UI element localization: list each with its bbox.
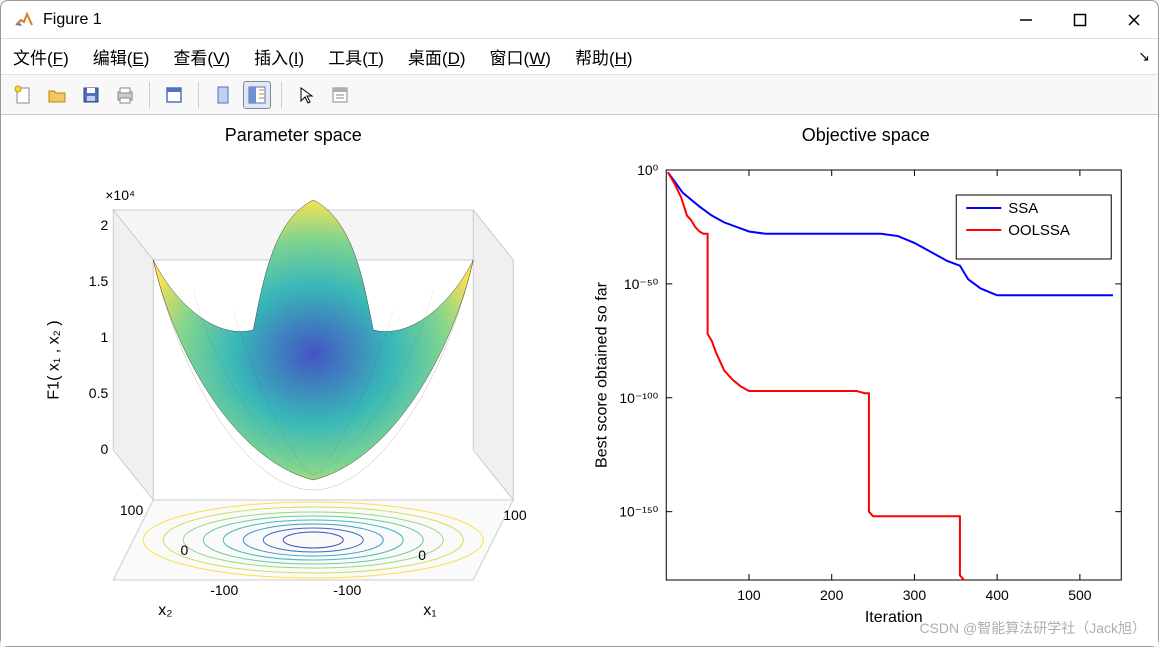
layout-button[interactable]: [243, 81, 271, 109]
matlab-icon: [13, 9, 35, 31]
menu-desktop[interactable]: 桌面(D): [404, 42, 470, 71]
svg-text:-100: -100: [333, 582, 361, 598]
minimize-button[interactable]: [1014, 8, 1038, 32]
svg-text:10⁻¹⁰⁰: 10⁻¹⁰⁰: [619, 390, 658, 406]
svg-text:100: 100: [503, 507, 527, 523]
svg-text:x₂: x₂: [158, 602, 172, 619]
menu-tools[interactable]: 工具(T): [324, 42, 388, 71]
right-panel: Objective space 10⁻¹⁵⁰ 10⁻¹⁰⁰ 10⁻⁵⁰ 10⁰ 100 2…: [584, 125, 1149, 636]
svg-text:0: 0: [180, 542, 188, 558]
svg-text:300: 300: [902, 587, 926, 603]
menubar: 文件(F) 编辑(E) 查看(V) 插入(I) 工具(T) 桌面(D) 窗口(W…: [1, 39, 1158, 75]
menu-help[interactable]: 帮助(H): [571, 42, 637, 71]
print-button[interactable]: [111, 81, 139, 109]
print-preview-button[interactable]: [160, 81, 188, 109]
right-chart-title: Objective space: [584, 125, 1149, 146]
svg-text:400: 400: [985, 587, 1009, 603]
svg-text:100: 100: [120, 502, 144, 518]
toolbar: [1, 75, 1158, 115]
svg-text:0.5: 0.5: [89, 385, 109, 401]
maximize-button[interactable]: [1068, 8, 1092, 32]
new-figure-button[interactable]: [9, 81, 37, 109]
menu-view[interactable]: 查看(V): [169, 42, 234, 71]
svg-text:×10⁴: ×10⁴: [105, 187, 135, 203]
menu-edit[interactable]: 编辑(E): [89, 42, 154, 71]
svg-text:0: 0: [100, 441, 108, 457]
svg-text:10⁻¹⁵⁰: 10⁻¹⁵⁰: [619, 504, 658, 520]
menu-window[interactable]: 窗口(W): [486, 42, 555, 71]
dock-arrow-icon[interactable]: ↘: [1138, 48, 1150, 65]
right-chart[interactable]: 10⁻¹⁵⁰ 10⁻¹⁰⁰ 10⁻⁵⁰ 10⁰ 100 200 300 400 500 Itera…: [584, 150, 1149, 630]
toolbar-separator: [198, 82, 199, 108]
cursor-button[interactable]: [292, 81, 320, 109]
left-panel: Parameter space: [11, 125, 576, 636]
link-button[interactable]: [209, 81, 237, 109]
open-button[interactable]: [43, 81, 71, 109]
save-button[interactable]: [77, 81, 105, 109]
svg-text:Best score obtained so far: Best score obtained so far: [593, 281, 610, 468]
insert-colorbar-button[interactable]: [326, 81, 354, 109]
left-chart-title: Parameter space: [11, 125, 576, 146]
svg-text:500: 500: [1068, 587, 1092, 603]
menu-insert[interactable]: 插入(I): [250, 42, 308, 71]
figure-window: Figure 1 文件(F) 编辑(E) 查看(V) 插入(I) 工具(T) 桌…: [0, 0, 1159, 647]
svg-text:1: 1: [100, 329, 108, 345]
window-controls: [1014, 8, 1146, 32]
toolbar-separator: [281, 82, 282, 108]
svg-text:2: 2: [100, 217, 108, 233]
svg-text:-100: -100: [210, 582, 238, 598]
svg-text:F1( x₁ , x₂ ): F1( x₁ , x₂ ): [45, 320, 62, 399]
svg-text:x₁: x₁: [423, 602, 436, 619]
svg-text:100: 100: [737, 587, 761, 603]
svg-text:Iteration: Iteration: [864, 609, 922, 626]
close-button[interactable]: [1122, 8, 1146, 32]
watermark: CSDN @智能算法研学社（Jack旭）: [919, 618, 1146, 638]
svg-text:10⁻⁵⁰: 10⁻⁵⁰: [623, 276, 658, 292]
window-title: Figure 1: [43, 11, 1014, 29]
svg-text:OOLSSA: OOLSSA: [1008, 222, 1070, 239]
svg-text:0: 0: [418, 547, 426, 563]
svg-text:SSA: SSA: [1008, 200, 1038, 217]
svg-text:10⁰: 10⁰: [637, 162, 659, 178]
svg-text:1.5: 1.5: [89, 273, 109, 289]
toolbar-separator: [149, 82, 150, 108]
svg-text:200: 200: [820, 587, 844, 603]
menu-file[interactable]: 文件(F): [9, 42, 73, 71]
figure-area: Parameter space: [1, 115, 1158, 646]
titlebar: Figure 1: [1, 1, 1158, 39]
left-chart[interactable]: 0 0.5 1 1.5 2 ×10⁴ F1( x₁ , x₂ ) 100 0 -…: [11, 150, 576, 630]
